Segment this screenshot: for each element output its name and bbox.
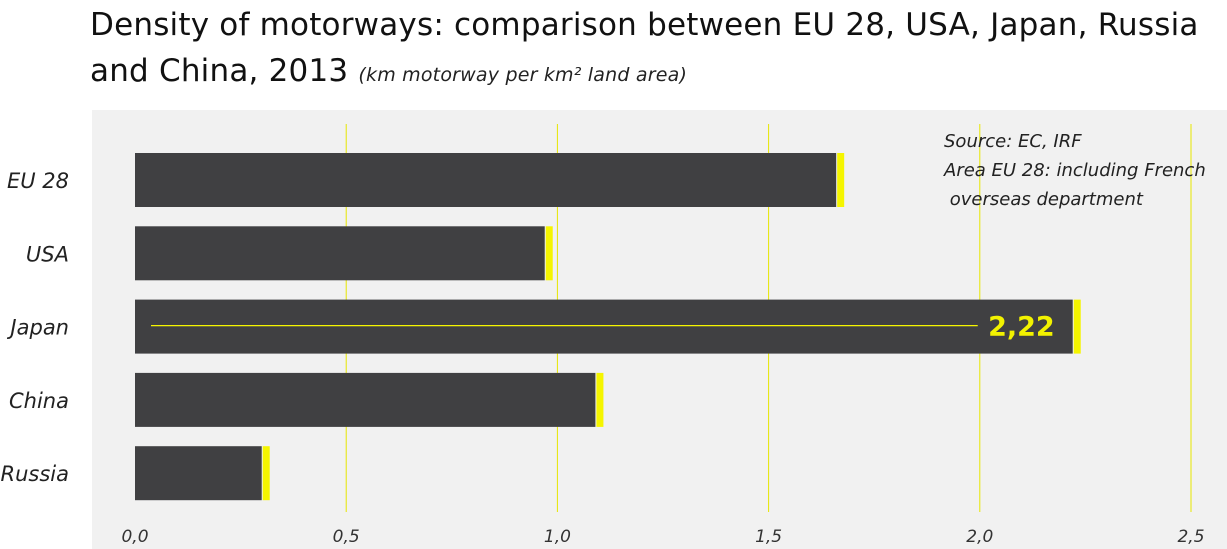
chart-subtitle: (km motorway per km² land area) [358, 64, 688, 86]
category-label-russia: Russia [1, 462, 70, 486]
bar-cap-russia [262, 446, 270, 501]
x-tick-label-0: 0,0 [121, 527, 148, 547]
x-tick-label-4: 2,0 [966, 527, 993, 547]
bar-eu-28 [135, 153, 837, 207]
category-label-japan: Japan [6, 316, 69, 340]
chart-title-text: Density of motorways: comparison between… [90, 7, 1199, 89]
bars [135, 153, 1081, 501]
x-tick-label-5: 2,5 [1177, 527, 1204, 547]
bar-usa [135, 226, 545, 281]
source-note: Source: EC, IRF Area EU 28: including Fre… [943, 131, 1206, 210]
bar-cap-japan [1073, 299, 1081, 354]
bar-japan [135, 299, 1073, 354]
value-label-0: 2,22 [988, 312, 1055, 343]
chart-title: Density of motorways: comparison between… [90, 2, 1225, 98]
x-tick-label-2: 1,0 [544, 527, 571, 547]
bar-cap-china [596, 372, 604, 427]
bar-china [135, 372, 596, 427]
category-label-china: China [9, 389, 69, 413]
category-label-usa: USA [26, 242, 69, 266]
x-tick-label-1: 0,5 [333, 527, 360, 547]
x-axis-ticks: 0,0 0,5 1,0 1,5 2,0 2,5 [121, 527, 1204, 547]
annotations: 2,22 [151, 312, 1055, 343]
bar-cap-eu-28 [837, 153, 845, 207]
bar-cap-usa [545, 226, 553, 281]
note-line-0: Source: EC, IRF [944, 131, 1082, 152]
note-line-2: overseas department [944, 189, 1144, 210]
category-label-eu-28: EU 28 [7, 169, 69, 193]
x-tick-label-3: 1,5 [755, 527, 782, 547]
bar-russia [135, 446, 262, 501]
note-line-1: Area EU 28: including French [943, 160, 1206, 181]
category-labels: EU 28 USA Japan China Russia [1, 169, 70, 486]
